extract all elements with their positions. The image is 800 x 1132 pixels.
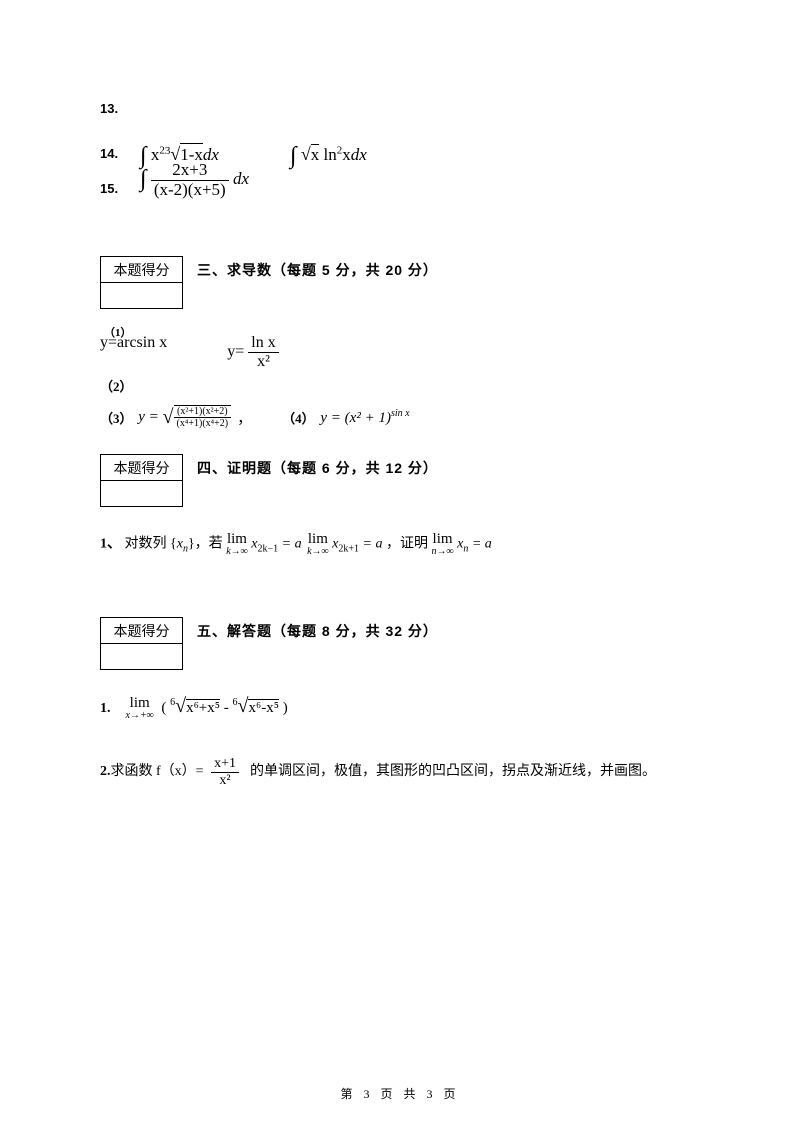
score-empty-5: [101, 644, 183, 670]
d2-den: x²: [248, 353, 278, 371]
q13-number: 13.: [100, 101, 118, 116]
section-5-title: 五、解答题（每题 8 分，共 32 分）: [197, 621, 438, 641]
score-box: 本题得分: [100, 256, 183, 309]
s1-num: 1.: [100, 701, 111, 716]
section-4-title: 四、证明题（每题 6 分，共 12 分）: [197, 458, 438, 478]
score-box-5: 本题得分: [100, 617, 183, 670]
section-5-header: 本题得分 五、解答题（每题 8 分，共 32 分）: [100, 617, 700, 670]
deriv-2: y= ln x x²: [227, 334, 278, 370]
section-3-header: 本题得分 三、求导数（每题 5 分，共 20 分）: [100, 256, 700, 309]
eq15-dx: dx: [233, 169, 249, 188]
s2-num: 2.: [100, 764, 111, 779]
solution-1: 1. limx→+∞ ( 6√x⁶+x⁵ - 6√x⁶-x⁵ ): [100, 695, 700, 721]
question-14-15-group: 14. 15. ∫ x23√1-xdx ∫ √x ln2xdx ∫ 2x+3 (…: [100, 146, 700, 236]
score-empty: [101, 283, 183, 309]
integral-15: ∫ 2x+3 (x-2)(x+5) dx: [140, 161, 249, 199]
section-4-header: 本题得分 四、证明题（每题 6 分，共 12 分）: [100, 454, 700, 507]
eq15-numerator: 2x+3: [151, 161, 229, 181]
eq15-denominator: (x-2)(x+5): [151, 181, 229, 200]
d3-den: (x⁴+1)(x⁴+2): [174, 418, 232, 429]
proof-1: 1、 对数列 {xn}，若 limk→∞ x2k−1 = a limk→∞ x2…: [100, 532, 700, 557]
score-box-4: 本题得分: [100, 454, 183, 507]
q14-number: 14.: [100, 146, 118, 161]
section-3-title: 三、求导数（每题 5 分，共 20 分）: [197, 260, 438, 280]
page-footer: 第 3 页 共 3 页: [0, 1085, 800, 1102]
integral-sign-b: ∫: [290, 143, 297, 169]
q15-number: 15.: [100, 181, 118, 196]
derivative-row-1: y（1）=arcsin x y= ln x x²: [100, 334, 700, 370]
score-label: 本题得分: [101, 257, 183, 283]
integral-sign-15: ∫: [140, 166, 147, 192]
solution-2: 2.求函数 f（x）= x+1 x² 的单调区间，极值，其图形的凹凸区间，拐点及…: [100, 756, 700, 788]
deriv-3: （3） y = √ (x²+1)(x²+2) (x⁴+1)(x⁴+2) ，: [100, 405, 252, 429]
s2-frac-num: x+1: [211, 756, 239, 772]
score-label-4: 本题得分: [101, 455, 183, 481]
score-empty-4: [101, 481, 183, 507]
integral-14b: ∫ √x ln2xdx: [290, 143, 367, 170]
deriv-4: （4） y = (x² + 1)sin x: [282, 405, 409, 429]
d2-num: ln x: [248, 334, 278, 353]
question-13-row: 13.: [100, 100, 700, 118]
p1-num: 1、: [100, 537, 121, 552]
d3-num: (x²+1)(x²+2): [174, 406, 232, 418]
deriv-1: y（1）=arcsin x: [100, 334, 167, 370]
s2-frac-den: x²: [211, 773, 239, 788]
score-label-5: 本题得分: [101, 618, 183, 644]
d2-label: （2）: [100, 376, 700, 395]
derivative-row-2: （3） y = √ (x²+1)(x²+2) (x⁴+1)(x⁴+2) ， （4…: [100, 405, 700, 429]
